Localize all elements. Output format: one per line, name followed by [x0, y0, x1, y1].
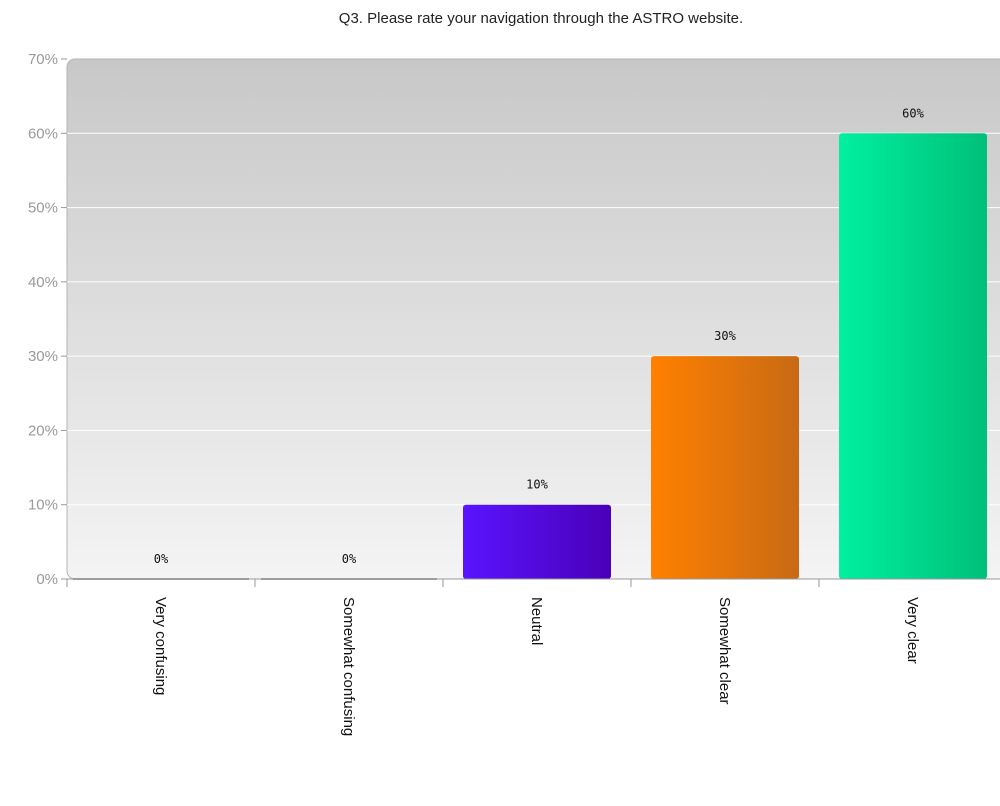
data-label: 0%: [342, 552, 357, 566]
bar: [839, 133, 987, 580]
y-tick-label: 70%: [28, 51, 58, 68]
chart-title: Q3. Please rate your navigation through …: [339, 10, 743, 27]
x-category-label: Very confusing: [152, 597, 169, 695]
y-axis: 0% 10% 20% 30% 40% 50% 60% 70%: [28, 51, 67, 588]
y-tick-label: 50%: [28, 200, 58, 217]
y-tick-label: 20%: [28, 422, 58, 439]
x-category-label: Somewhat clear: [716, 597, 733, 705]
y-tick-label: 0%: [36, 571, 58, 588]
x-category-label: Somewhat confusing: [340, 597, 357, 736]
data-label: 30%: [714, 329, 736, 343]
x-category-label: Very clear: [904, 597, 921, 664]
data-label: 10%: [526, 478, 548, 492]
y-tick-label: 40%: [28, 274, 58, 291]
data-label: 0%: [154, 552, 169, 566]
data-label: 60%: [902, 106, 924, 120]
y-tick-label: 30%: [28, 348, 58, 365]
bars: [73, 133, 987, 580]
data-labels: 0% 0% 10% 30% 60%: [154, 106, 925, 566]
x-axis: Very confusing Somewhat confusing Neutral S…: [66, 578, 1000, 736]
x-category-label: Neutral: [528, 597, 545, 645]
bar: [463, 504, 611, 579]
bar: [651, 356, 799, 579]
y-tick-label: 60%: [28, 125, 58, 142]
y-tick-label: 10%: [28, 497, 58, 514]
